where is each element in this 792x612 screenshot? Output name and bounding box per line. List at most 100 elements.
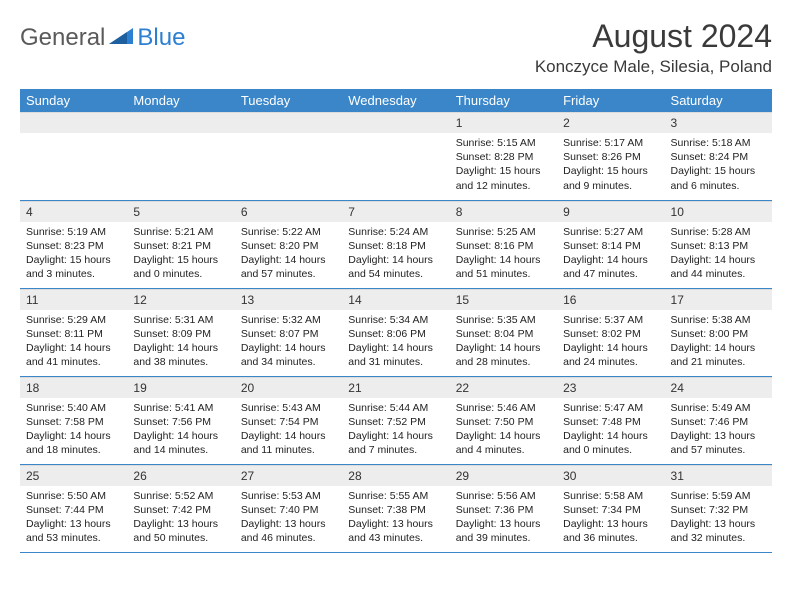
day-number: 19 xyxy=(127,377,234,398)
sunrise-text: Sunrise: 5:50 AM xyxy=(26,489,121,503)
calendar-day-cell: 2Sunrise: 5:17 AMSunset: 8:26 PMDaylight… xyxy=(557,112,664,200)
sunset-text: Sunset: 7:42 PM xyxy=(133,503,228,517)
header: General Blue August 2024 Konczyce Male, … xyxy=(20,18,772,77)
sunrise-text: Sunrise: 5:52 AM xyxy=(133,489,228,503)
sunrise-text: Sunrise: 5:56 AM xyxy=(456,489,551,503)
sunset-text: Sunset: 8:28 PM xyxy=(456,150,551,164)
day-number: 2 xyxy=(557,112,664,133)
calendar-day-cell: 7Sunrise: 5:24 AMSunset: 8:18 PMDaylight… xyxy=(342,200,449,288)
sunset-text: Sunset: 7:52 PM xyxy=(348,415,443,429)
calendar-day-cell: 3Sunrise: 5:18 AMSunset: 8:24 PMDaylight… xyxy=(665,112,772,200)
calendar-day-cell xyxy=(342,112,449,200)
daylight-text: Daylight: 14 hours and 34 minutes. xyxy=(241,341,336,369)
sunset-text: Sunset: 7:50 PM xyxy=(456,415,551,429)
calendar-day-cell: 16Sunrise: 5:37 AMSunset: 8:02 PMDayligh… xyxy=(557,288,664,376)
day-info: Sunrise: 5:52 AMSunset: 7:42 PMDaylight:… xyxy=(127,486,234,550)
weekday-header: Thursday xyxy=(450,89,557,112)
sunset-text: Sunset: 8:11 PM xyxy=(26,327,121,341)
calendar-day-cell: 21 Sunrise: 5:44 AMSunset: 7:52 PMDayligh… xyxy=(342,376,449,464)
logo-text-general: General xyxy=(20,24,105,52)
day-number: 18 xyxy=(20,377,127,398)
day-info: Sunrise: 5:55 AMSunset: 7:38 PMDaylight:… xyxy=(342,486,449,550)
calendar-day-cell: 13Sunrise: 5:32 AMSunset: 8:07 PMDayligh… xyxy=(235,288,342,376)
daylight-text: Daylight: 14 hours and 7 minutes. xyxy=(348,429,443,457)
day-info: Sunrise: 5:38 AMSunset: 8:00 PMDaylight:… xyxy=(665,310,772,374)
calendar-day-cell xyxy=(20,112,127,200)
calendar-table: SundayMondayTuesdayWednesdayThursdayFrid… xyxy=(20,89,772,553)
sunset-text: Sunset: 7:58 PM xyxy=(26,415,121,429)
day-number: 16 xyxy=(557,289,664,310)
day-info: Sunrise: 5:29 AMSunset: 8:11 PMDaylight:… xyxy=(20,310,127,374)
daylight-text: Daylight: 14 hours and 18 minutes. xyxy=(26,429,121,457)
weekday-header: Monday xyxy=(127,89,234,112)
day-number: 9 xyxy=(557,201,664,222)
page-subtitle: Konczyce Male, Silesia, Poland xyxy=(535,57,772,77)
daylight-text: Daylight: 15 hours and 6 minutes. xyxy=(671,164,766,192)
day-number: 26 xyxy=(127,465,234,486)
daylight-text: Daylight: 13 hours and 46 minutes. xyxy=(241,517,336,545)
day-info: Sunrise: 5:25 AMSunset: 8:16 PMDaylight:… xyxy=(450,222,557,286)
day-info: Sunrise: 5:41 AMSunset: 7:56 PMDaylight:… xyxy=(127,398,234,462)
day-number: 24 xyxy=(665,377,772,398)
calendar-day-cell: 14Sunrise: 5:34 AMSunset: 8:06 PMDayligh… xyxy=(342,288,449,376)
sunset-text: Sunset: 7:44 PM xyxy=(26,503,121,517)
day-info: Sunrise: 5:58 AMSunset: 7:34 PMDaylight:… xyxy=(557,486,664,550)
sunset-text: Sunset: 8:23 PM xyxy=(26,239,121,253)
weekday-header: Wednesday xyxy=(342,89,449,112)
sunset-text: Sunset: 7:54 PM xyxy=(241,415,336,429)
sunset-text: Sunset: 7:36 PM xyxy=(456,503,551,517)
sunrise-text: Sunrise: 5:22 AM xyxy=(241,225,336,239)
day-info: Sunrise: 5:56 AMSunset: 7:36 PMDaylight:… xyxy=(450,486,557,550)
daylight-text: Daylight: 14 hours and 11 minutes. xyxy=(241,429,336,457)
day-info: Sunrise: 5:19 AMSunset: 8:23 PMDaylight:… xyxy=(20,222,127,286)
sunset-text: Sunset: 8:13 PM xyxy=(671,239,766,253)
day-number: 13 xyxy=(235,289,342,310)
day-info: Sunrise: 5:49 AMSunset: 7:46 PMDaylight:… xyxy=(665,398,772,462)
day-number: 31 xyxy=(665,465,772,486)
sunrise-text: Sunrise: 5:15 AM xyxy=(456,136,551,150)
day-number xyxy=(127,112,234,133)
daylight-text: Daylight: 13 hours and 32 minutes. xyxy=(671,517,766,545)
calendar-week-row: 4Sunrise: 5:19 AMSunset: 8:23 PMDaylight… xyxy=(20,200,772,288)
sunset-text: Sunset: 8:20 PM xyxy=(241,239,336,253)
day-info: Sunrise: 5:37 AMSunset: 8:02 PMDaylight:… xyxy=(557,310,664,374)
day-number: 17 xyxy=(665,289,772,310)
calendar-page: General Blue August 2024 Konczyce Male, … xyxy=(0,0,792,563)
sunset-text: Sunset: 8:26 PM xyxy=(563,150,658,164)
sunset-text: Sunset: 8:09 PM xyxy=(133,327,228,341)
calendar-day-cell xyxy=(127,112,234,200)
day-number xyxy=(235,112,342,133)
logo-triangle-icon xyxy=(109,26,135,51)
day-number: 28 xyxy=(342,465,449,486)
calendar-day-cell: 9Sunrise: 5:27 AMSunset: 8:14 PMDaylight… xyxy=(557,200,664,288)
daylight-text: Daylight: 13 hours and 57 minutes. xyxy=(671,429,766,457)
calendar-day-cell: 26Sunrise: 5:52 AMSunset: 7:42 PMDayligh… xyxy=(127,464,234,552)
sunset-text: Sunset: 8:07 PM xyxy=(241,327,336,341)
calendar-day-cell: 18Sunrise: 5:40 AMSunset: 7:58 PMDayligh… xyxy=(20,376,127,464)
sunrise-text: Sunrise: 5:44 AM xyxy=(348,401,443,415)
day-number: 14 xyxy=(342,289,449,310)
sunrise-text: Sunrise: 5:27 AM xyxy=(563,225,658,239)
day-info: Sunrise: 5:59 AMSunset: 7:32 PMDaylight:… xyxy=(665,486,772,550)
daylight-text: Daylight: 14 hours and 38 minutes. xyxy=(133,341,228,369)
day-info: Sunrise: 5:15 AMSunset: 8:28 PMDaylight:… xyxy=(450,133,557,197)
day-number: 21 xyxy=(342,377,449,398)
day-number: 15 xyxy=(450,289,557,310)
sunrise-text: Sunrise: 5:49 AM xyxy=(671,401,766,415)
day-number: 8 xyxy=(450,201,557,222)
day-number: 1 xyxy=(450,112,557,133)
day-number: 27 xyxy=(235,465,342,486)
daylight-text: Daylight: 14 hours and 44 minutes. xyxy=(671,253,766,281)
day-info: Sunrise: 5:35 AMSunset: 8:04 PMDaylight:… xyxy=(450,310,557,374)
sunrise-text: Sunrise: 5:28 AM xyxy=(671,225,766,239)
calendar-day-cell: 29Sunrise: 5:56 AMSunset: 7:36 PMDayligh… xyxy=(450,464,557,552)
day-number: 25 xyxy=(20,465,127,486)
calendar-day-cell: 31Sunrise: 5:59 AMSunset: 7:32 PMDayligh… xyxy=(665,464,772,552)
day-info: Sunrise: 5:31 AMSunset: 8:09 PMDaylight:… xyxy=(127,310,234,374)
day-number: 20 xyxy=(235,377,342,398)
logo-text-blue: Blue xyxy=(137,24,185,52)
weekday-header: Tuesday xyxy=(235,89,342,112)
sunset-text: Sunset: 7:38 PM xyxy=(348,503,443,517)
day-number: 10 xyxy=(665,201,772,222)
calendar-week-row: 11Sunrise: 5:29 AMSunset: 8:11 PMDayligh… xyxy=(20,288,772,376)
